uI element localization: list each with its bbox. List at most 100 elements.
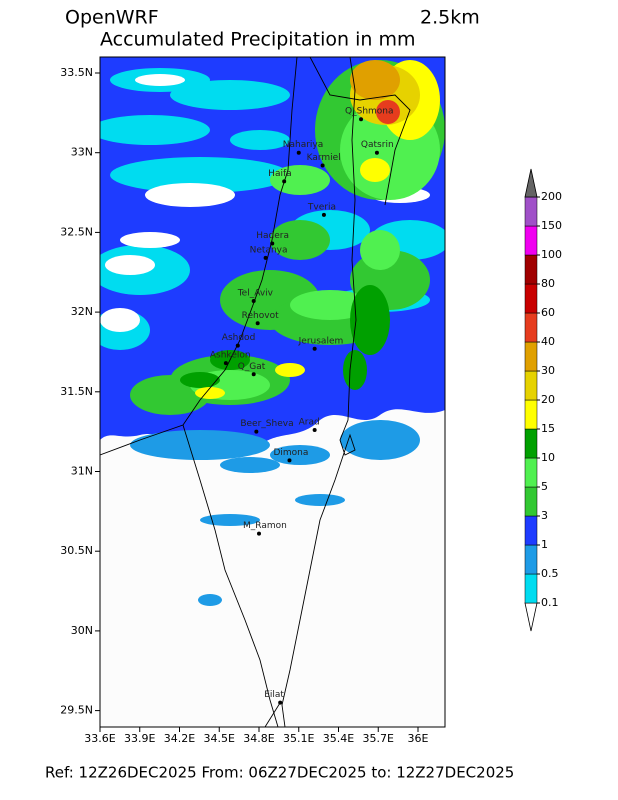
city-dot — [255, 321, 260, 326]
city-dot — [296, 150, 301, 155]
precip-patch — [270, 165, 330, 195]
precip-patch — [230, 130, 290, 150]
lon-tick-label: 34.5E — [204, 732, 235, 745]
colorbar-label: 30 — [541, 364, 555, 377]
precip-patch — [220, 457, 280, 473]
city-label: Tel_Aviv — [237, 288, 274, 298]
city-dot — [312, 346, 317, 351]
sinai-border — [182, 424, 279, 727]
colorbar-segment — [524, 486, 538, 517]
colorbar-label: 100 — [541, 248, 562, 261]
precip-patch — [120, 232, 180, 248]
precip-patch — [343, 350, 367, 390]
precip-patch — [100, 308, 140, 332]
precip-patch — [360, 158, 390, 182]
city-label: Karmiel — [307, 153, 341, 163]
city-label: Nahariya — [283, 140, 324, 150]
colorbar-label: 3 — [541, 509, 548, 522]
precip-patch — [270, 220, 330, 260]
lat-tick-label: 32.5N — [60, 225, 93, 238]
colorbar-segment — [524, 457, 538, 488]
lat-tick-label: 31N — [71, 465, 93, 478]
lat-tick-label: 30N — [71, 624, 93, 637]
colorbar-low — [524, 602, 538, 632]
city-label: Tveria — [307, 202, 336, 212]
precip-patch — [180, 372, 220, 388]
colorbar-segment — [524, 254, 538, 285]
lon-tick-label: 33.6E — [84, 732, 115, 745]
precip-patch — [198, 594, 222, 606]
lat-tick-label: 32N — [71, 305, 93, 318]
city-label: Netanya — [250, 245, 288, 255]
city-dot — [251, 298, 256, 303]
city-label: Q_Shmona — [345, 107, 394, 117]
city-dot — [278, 700, 283, 705]
colorbar-segment — [524, 283, 538, 314]
jordan-border — [281, 57, 357, 727]
colorbar-label: 1 — [541, 538, 548, 551]
colorbar-segment — [524, 196, 538, 227]
colorbar-label: 150 — [541, 219, 562, 232]
precip-patch — [376, 100, 400, 124]
precip-patch — [135, 74, 185, 86]
precip-patch — [350, 285, 390, 355]
city-dot — [257, 531, 261, 536]
city-dot — [235, 343, 240, 348]
precip-patch — [105, 255, 155, 275]
colorbar-label: 0.1 — [541, 596, 559, 609]
north-border — [309, 57, 411, 206]
colorbar-segment — [524, 399, 538, 430]
colorbar-segment — [524, 341, 538, 372]
colorbar-label: 40 — [541, 335, 555, 348]
colorbar-segment — [524, 515, 538, 546]
city-label: Beer_Sheva — [240, 419, 293, 429]
lon-tick-label: 34.2E — [164, 732, 195, 745]
city-dot — [359, 117, 364, 122]
city-dot — [287, 458, 292, 463]
precip-patch — [340, 420, 420, 460]
colorbar-segment — [524, 225, 538, 256]
precip-patch — [270, 445, 330, 465]
city-label: Rehovot — [242, 311, 279, 321]
city-label: Dimona — [273, 448, 308, 458]
city-dot — [374, 150, 379, 155]
colorbar-label: 60 — [541, 306, 555, 319]
colorbar-segment — [524, 573, 538, 604]
precip-patch — [195, 387, 225, 399]
colorbar-high — [524, 168, 538, 198]
city-label: Ashkelon — [210, 351, 251, 361]
colorbar-segment — [524, 312, 538, 343]
city-label: Eilat — [264, 690, 284, 700]
lat-tick-label: 33.5N — [60, 66, 93, 79]
lat-tick-label: 29.5N — [60, 704, 93, 717]
precip-patch — [110, 157, 290, 193]
city-dot — [321, 212, 326, 217]
precip-patch — [130, 430, 270, 460]
lon-tick-label: 35.1E — [283, 732, 314, 745]
colorbar-label: 10 — [541, 451, 555, 464]
city-dot — [320, 163, 325, 168]
colorbar-label: 5 — [541, 480, 548, 493]
lat-tick-label: 33N — [71, 146, 93, 159]
lon-tick-label: 35.7E — [363, 732, 394, 745]
colorbar-label: 20 — [541, 393, 555, 406]
city-label: Hadera — [256, 231, 289, 241]
lat-tick-label: 30.5N — [60, 544, 93, 557]
city-dot — [254, 429, 259, 434]
city-dot — [312, 428, 317, 433]
city-label: Qatsrin — [361, 140, 394, 150]
lat-tick-label: 31.5N — [60, 385, 93, 398]
colorbar-label: 200 — [541, 190, 562, 203]
city-label: M_Ramon — [243, 521, 287, 531]
lon-tick-label: 36E — [408, 732, 429, 745]
gulf-coast — [264, 702, 281, 727]
colorbar-segment — [524, 544, 538, 575]
lon-tick-label: 33.9E — [124, 732, 155, 745]
lon-tick-label: 35.4E — [323, 732, 354, 745]
precip-patch — [360, 230, 400, 270]
city-label: Jerusalem — [298, 336, 344, 346]
city-label: Arad — [299, 418, 320, 428]
lon-tick-label: 34.8E — [243, 732, 274, 745]
footer: Ref: 12Z26DEC2025 From: 06Z27DEC2025 to:… — [45, 764, 514, 782]
